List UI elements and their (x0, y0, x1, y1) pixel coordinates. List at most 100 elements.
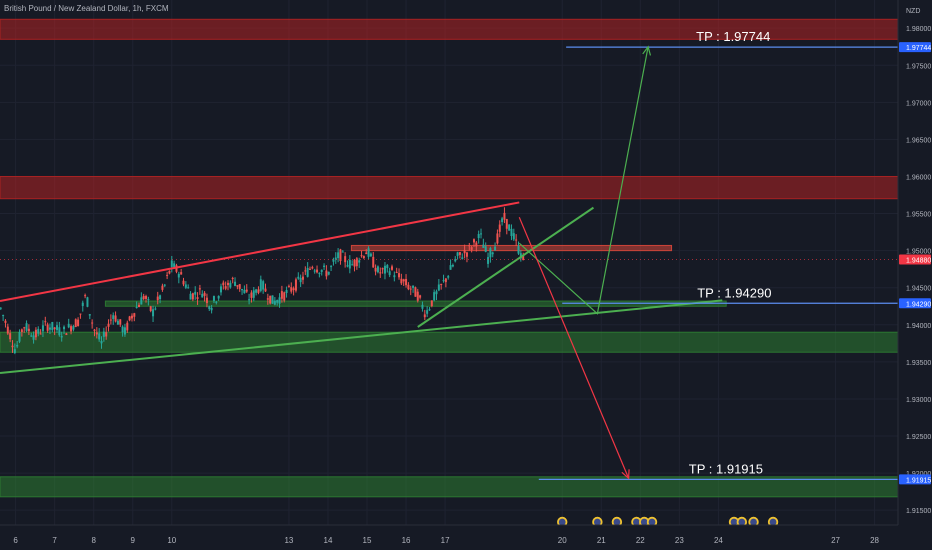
candle-body (25, 323, 28, 331)
target-label: TP : 1.97744 (696, 29, 770, 44)
candle-body (318, 272, 321, 274)
candle-body (285, 290, 288, 294)
candle-body (32, 335, 35, 340)
candle-body (198, 288, 201, 290)
candle-body (454, 259, 457, 262)
candle-body (517, 245, 520, 254)
candle-body (287, 285, 290, 287)
event-marker-center (640, 518, 648, 526)
candle-body (435, 291, 438, 295)
candle-body (353, 259, 356, 267)
candle-body (121, 326, 124, 333)
candle-body (259, 279, 262, 291)
candle-body (351, 264, 354, 266)
candle-body (222, 282, 225, 286)
time-tick-label: 13 (284, 536, 293, 545)
current-price-tag-label: 1.94880 (906, 258, 931, 265)
candle-body (475, 242, 478, 247)
candle-body (184, 284, 187, 288)
candle-body (372, 256, 375, 268)
candle-body (487, 257, 490, 264)
candle-body (11, 345, 14, 348)
candle-body (381, 268, 384, 270)
candle-body (27, 328, 30, 332)
target-price-tag (899, 42, 931, 53)
candle-body (400, 278, 403, 284)
time-tick-label: 6 (13, 536, 18, 545)
candle-body (112, 315, 115, 319)
candle-body (86, 297, 89, 307)
price-tick-label: 1.97500 (906, 63, 931, 70)
candle-body (34, 329, 37, 338)
candle-body (114, 315, 117, 322)
candle-body (297, 276, 300, 279)
candle-body (355, 258, 358, 267)
candle-body (313, 270, 316, 272)
candle-body (159, 295, 162, 300)
candle-body (280, 291, 283, 299)
candle-body (102, 331, 105, 337)
candle-body (276, 300, 279, 303)
candle-body (16, 344, 19, 347)
candle-body (20, 329, 23, 332)
candle-body (358, 260, 361, 263)
candle-body (91, 322, 94, 324)
candle-body (402, 279, 405, 282)
candle-body (18, 332, 21, 342)
candle-body (9, 333, 12, 340)
candle-body (133, 313, 136, 317)
candle-body (482, 244, 485, 248)
candle-body (123, 327, 126, 335)
candle-body (152, 309, 155, 317)
candle-body (217, 295, 220, 299)
event-marker-center (730, 518, 738, 526)
target-price-tag (899, 474, 931, 485)
time-tick-label: 17 (441, 536, 450, 545)
candle-body (505, 219, 508, 229)
projection-path (518, 217, 630, 479)
candle-body (201, 293, 204, 298)
candle-body (426, 310, 429, 314)
candle-body (23, 327, 26, 329)
candle-body (109, 319, 112, 321)
time-tick-label: 24 (714, 536, 723, 545)
candle-body (30, 335, 33, 337)
candle-body (224, 286, 227, 289)
resistance-zone (0, 175, 899, 200)
candle-body (346, 265, 349, 267)
candle-body (508, 224, 511, 231)
candle-body (161, 285, 164, 290)
candle-body (203, 292, 206, 296)
candle-body (205, 297, 208, 304)
candle-body (323, 265, 326, 267)
candle-body (79, 313, 82, 315)
event-marker-center (648, 518, 656, 526)
chart-title: British Pound / New Zealand Dollar, 1h, … (4, 4, 169, 13)
candle-body (344, 256, 347, 263)
time-tick-label: 9 (131, 536, 136, 545)
time-tick-label: 10 (167, 536, 176, 545)
price-tick-label: 1.91500 (906, 508, 931, 515)
event-marker-center (633, 518, 640, 526)
time-tick-label: 28 (870, 536, 879, 545)
trend-line (0, 201, 520, 303)
candle-body (170, 260, 173, 267)
candle-body (339, 249, 342, 261)
candle-body (126, 322, 129, 331)
candle-body (140, 297, 143, 305)
candle-body (149, 306, 152, 312)
candle-body (498, 224, 501, 232)
candle-body (390, 266, 393, 270)
candle-body (369, 253, 372, 257)
candle-body (414, 287, 417, 297)
candle-body (393, 275, 396, 278)
candle-body (180, 272, 183, 275)
candle-body (219, 286, 222, 293)
candle-body (84, 295, 87, 297)
current-price-tag (899, 254, 931, 265)
candle-body (2, 315, 5, 317)
candle-body (241, 288, 244, 291)
candle-body (325, 270, 328, 277)
